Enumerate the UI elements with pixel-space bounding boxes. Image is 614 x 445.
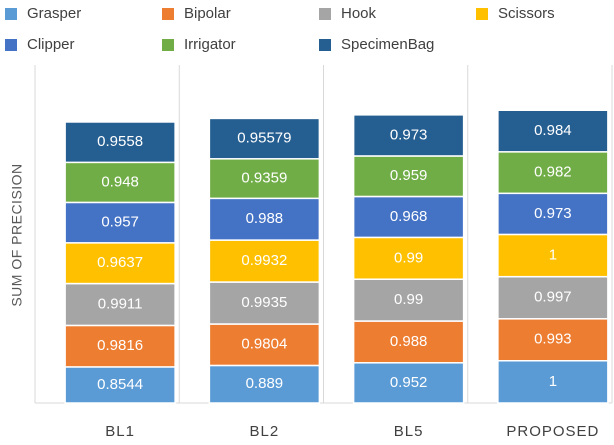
value-label: 0.9359 <box>241 170 287 187</box>
value-label: 0.959 <box>390 167 428 184</box>
value-label: 0.99 <box>394 291 423 308</box>
legend-swatch <box>319 8 331 20</box>
legend-label: Bipolar <box>184 5 231 22</box>
x-tick-label: BL5 <box>394 423 424 440</box>
value-label: 0.99 <box>394 249 423 266</box>
legend-swatch <box>162 39 174 51</box>
bar-segment <box>208 158 321 200</box>
value-label: 0.988 <box>246 210 284 227</box>
bar-segment <box>64 121 176 164</box>
bar-segment <box>208 281 321 325</box>
legend-label: Clipper <box>27 36 75 53</box>
value-label: 0.968 <box>390 208 428 225</box>
value-label: 0.95579 <box>237 130 291 147</box>
value-label: 0.993 <box>534 331 572 348</box>
legend-swatch <box>5 39 17 51</box>
bar-segment <box>208 117 321 160</box>
legend-label: Hook <box>341 5 377 22</box>
legend-label: Irrigator <box>184 36 236 53</box>
bar-segment <box>497 192 609 236</box>
value-label: 0.9935 <box>241 294 287 311</box>
value-label: 0.952 <box>390 374 428 391</box>
legend-swatch <box>319 39 331 51</box>
value-label: 0.973 <box>534 205 572 222</box>
bar-segment <box>64 366 176 404</box>
value-label: 0.973 <box>390 126 428 143</box>
legend-swatch <box>476 8 488 20</box>
value-label: 1 <box>549 247 557 264</box>
value-label: 0.982 <box>534 164 572 181</box>
y-axis-label: SUM OF PRECISION <box>9 163 25 306</box>
bar-segment <box>352 195 465 239</box>
bar-segment <box>208 239 321 283</box>
value-label: 0.889 <box>246 375 284 392</box>
value-label: 0.9804 <box>241 336 287 353</box>
bar-segment <box>352 114 465 157</box>
value-label: 0.9911 <box>98 295 143 312</box>
bar-segment <box>64 161 176 204</box>
x-tick-label: BL2 <box>250 423 280 440</box>
value-label: 0.9558 <box>97 133 143 150</box>
value-label: 0.984 <box>534 122 572 139</box>
value-label: 0.9816 <box>97 337 143 354</box>
value-label: 0.9637 <box>97 254 143 271</box>
bar-segment <box>497 318 609 362</box>
value-label: 0.8544 <box>97 376 143 393</box>
bar-segment <box>497 360 609 404</box>
value-label: 1 <box>549 373 557 390</box>
value-label: 0.9932 <box>241 252 287 269</box>
legend-label: Scissors <box>498 5 555 22</box>
value-label: 0.988 <box>390 333 428 350</box>
legend-label: SpecimenBag <box>341 36 434 53</box>
value-label: 0.997 <box>534 289 572 306</box>
bar-segment <box>497 233 609 278</box>
legend-label: Grasper <box>27 5 81 22</box>
bar-segment <box>208 364 321 404</box>
value-label: 0.948 <box>101 173 139 190</box>
bar-segment <box>352 320 465 364</box>
bar-segment <box>64 282 176 327</box>
legend-swatch <box>5 8 17 20</box>
bar-segment <box>64 201 176 244</box>
legend-swatch <box>162 8 174 20</box>
bar-segment <box>64 324 176 368</box>
x-tick-label: PROPOSED <box>506 423 599 440</box>
x-tick-label: BL1 <box>105 423 135 440</box>
bar-segment <box>352 362 465 404</box>
value-label: 0.957 <box>101 214 139 231</box>
bar-segment <box>497 109 609 153</box>
